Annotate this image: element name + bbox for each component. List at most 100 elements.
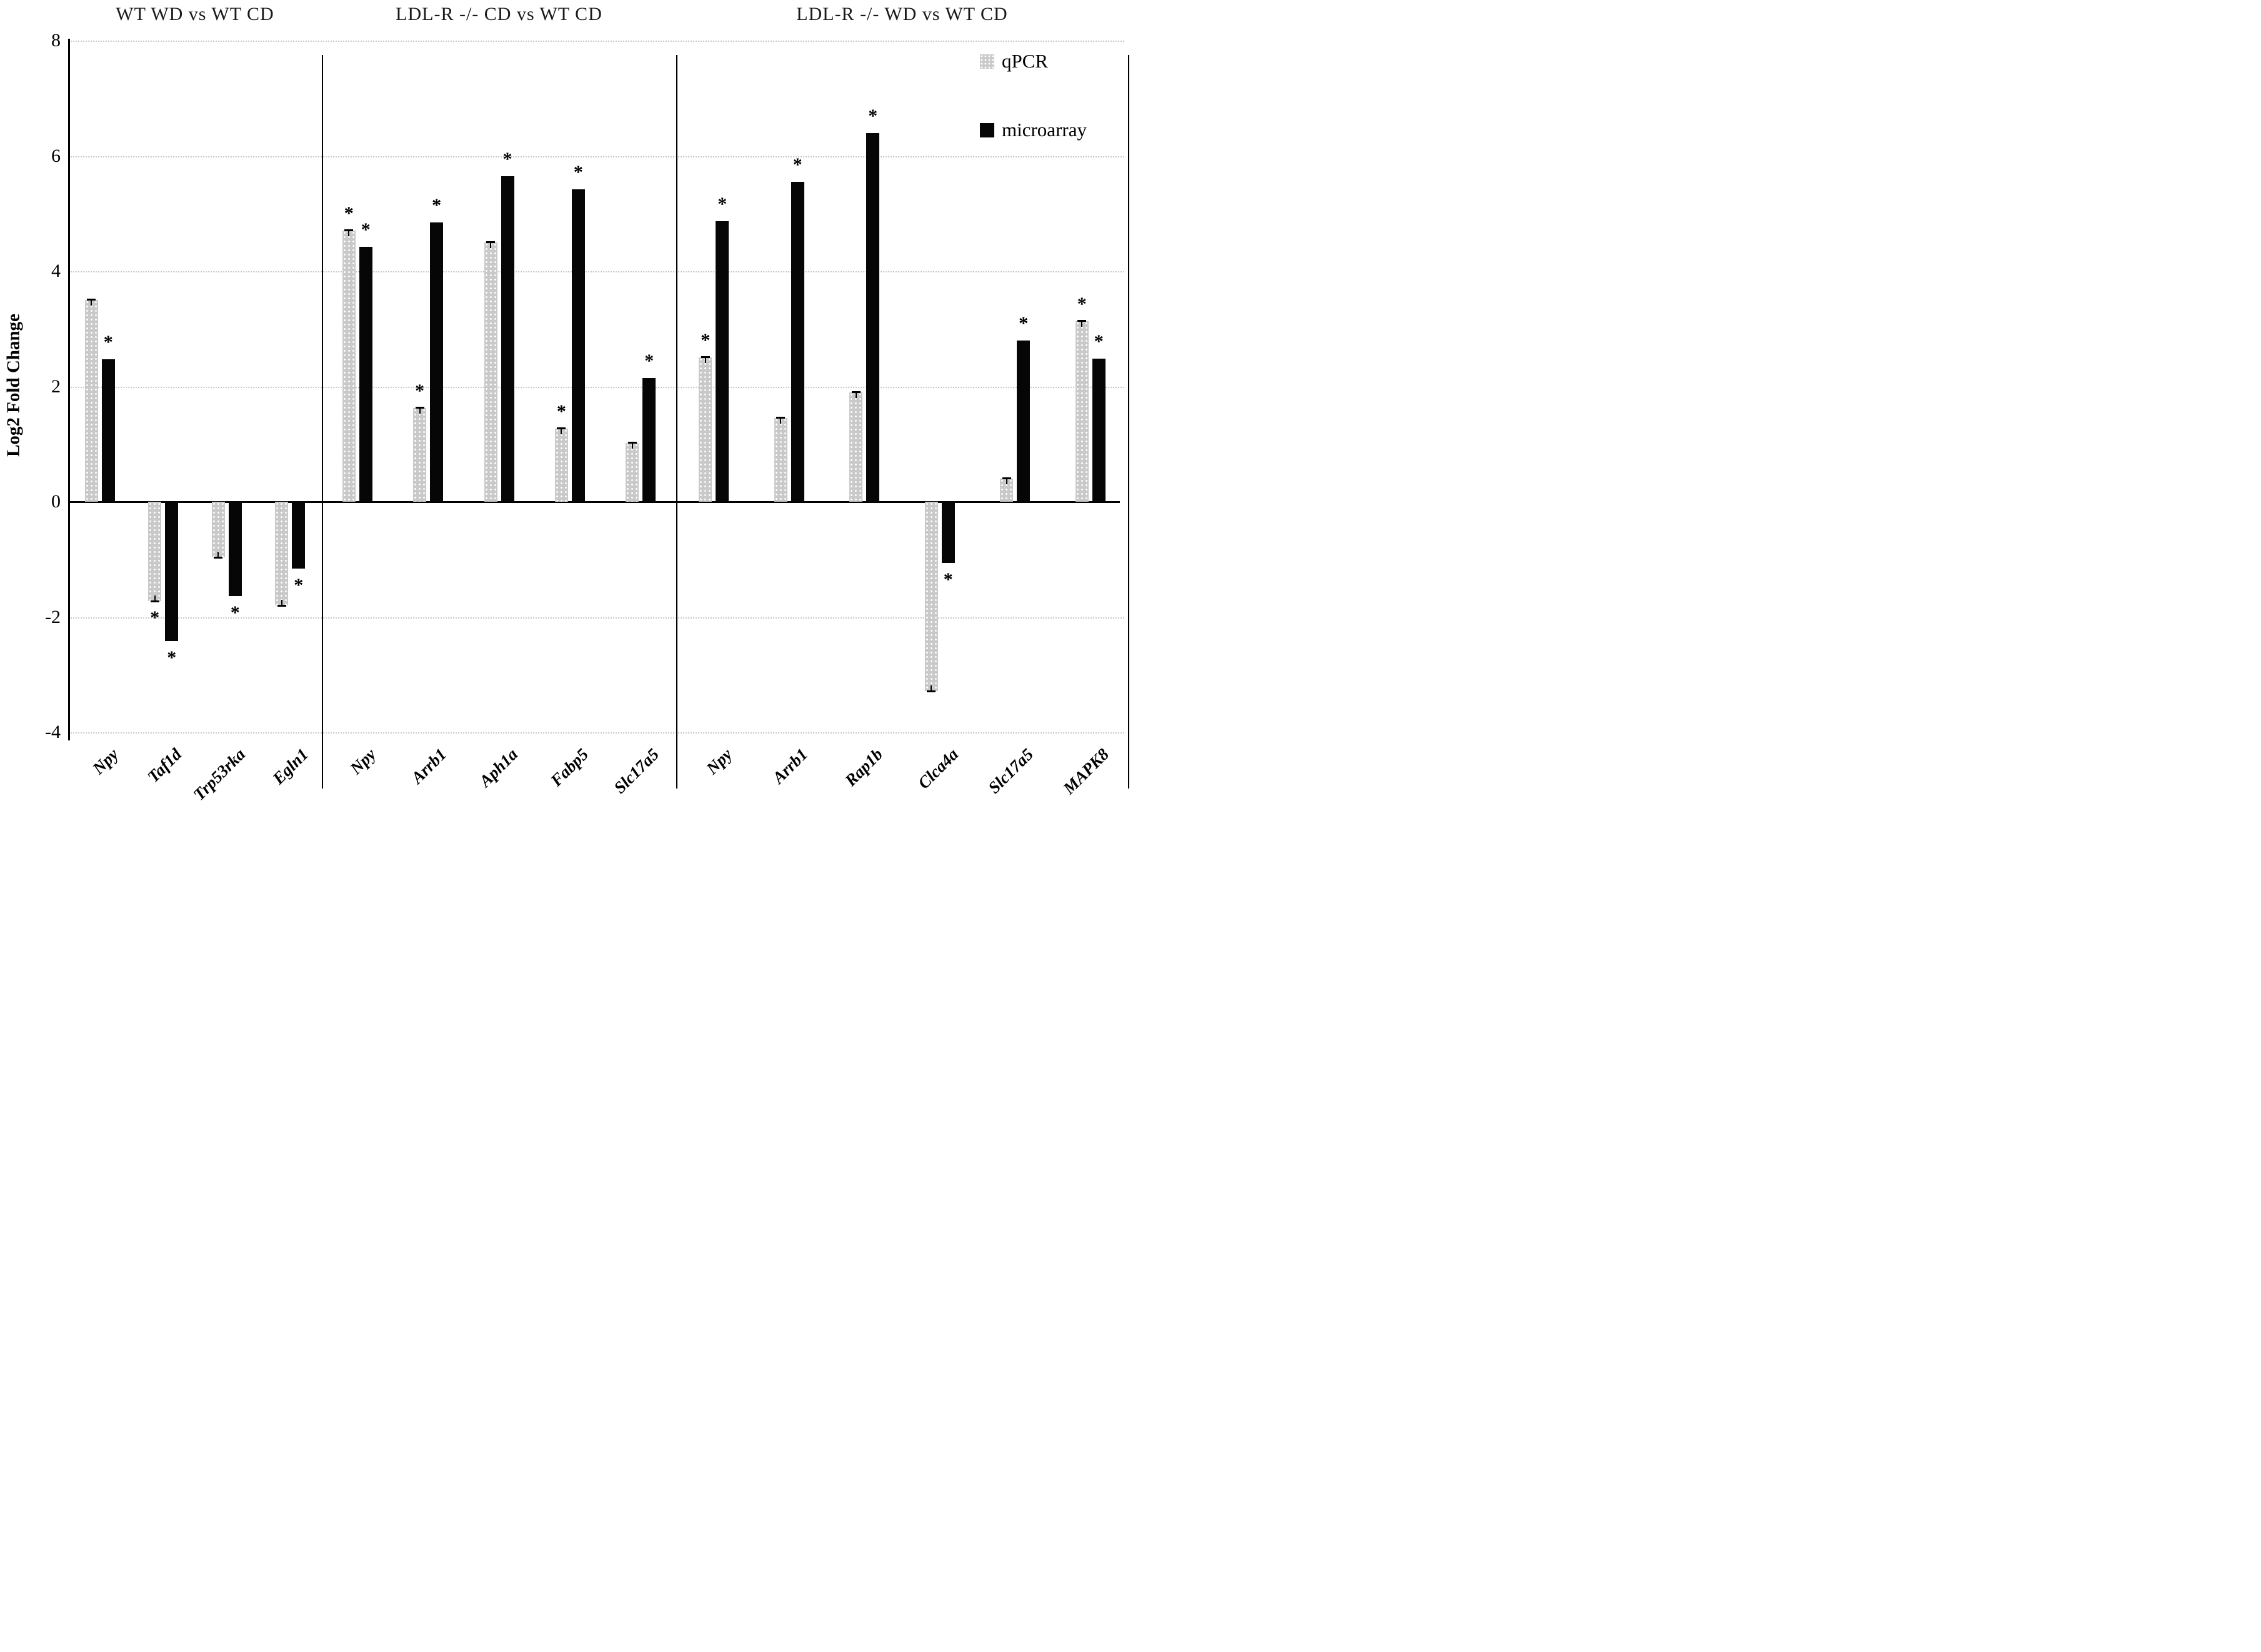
x-category-label-arrb1: Arrb1	[407, 745, 451, 787]
bar-qpcr-npy	[699, 357, 712, 502]
significance-asterisk: *	[701, 330, 711, 351]
error-bar-cap	[214, 557, 223, 559]
legend-item-microarray: microarray	[980, 119, 1087, 141]
error-bar-cap	[486, 241, 495, 243]
error-bar-cap	[776, 417, 786, 419]
bar-qpcr-taf1d	[148, 502, 162, 601]
significance-asterisk: *	[1094, 331, 1104, 352]
bar-microarray-slc17a5	[642, 377, 656, 502]
qpcr-legend-swatch	[980, 54, 994, 69]
bar-qpcr-fabp5	[554, 428, 568, 502]
significance-asterisk: *	[792, 154, 802, 175]
bar-microarray-egln1	[292, 502, 306, 569]
bar-microarray-arrb1	[430, 222, 444, 502]
x-category-label-npy: Npy	[702, 745, 736, 779]
x-category-label-egln1: Egln1	[269, 745, 312, 788]
zero-axis-line	[68, 501, 1120, 503]
error-bar-stem	[780, 419, 782, 424]
significance-asterisk: *	[432, 194, 442, 216]
x-category-label-npy: Npy	[346, 745, 379, 779]
bar-qpcr-aph1a	[484, 242, 497, 502]
error-bar-stem	[217, 552, 219, 557]
bar-qpcr-clca4a	[924, 502, 938, 691]
panel-divider-2	[676, 55, 677, 789]
error-bar-cap	[150, 600, 159, 602]
panel-divider-1	[322, 55, 323, 789]
bar-microarray-npy	[359, 247, 372, 502]
significance-asterisk: *	[1077, 294, 1087, 315]
significance-asterisk: *	[294, 575, 304, 595]
bar-microarray-fabp5	[571, 189, 585, 502]
error-bar-stem	[419, 408, 421, 414]
error-bar-stem	[281, 600, 282, 605]
y-tick-label: -4	[45, 722, 61, 742]
error-bar-stem	[348, 231, 350, 237]
panel-title-3: LDL-R -/- WD vs WT CD	[796, 4, 1008, 24]
error-bar-stem	[631, 443, 633, 449]
gridline-y2	[68, 386, 1124, 388]
qpcr-legend-label: qPCR	[1002, 50, 1049, 72]
bar-qpcr-trp53rka	[211, 502, 225, 558]
gridline-y-4	[68, 732, 1124, 734]
significance-asterisk: *	[361, 219, 371, 241]
error-bar-cap	[277, 605, 286, 607]
bar-microarray-npy	[716, 221, 729, 502]
x-category-label-clca4a: Clca4a	[914, 745, 962, 793]
bar-qpcr-slc17a5	[1000, 479, 1014, 502]
bar-qpcr-npy	[84, 300, 98, 502]
panel-title-1: WT WD vs WT CD	[116, 4, 274, 24]
gridline-y6	[68, 156, 1124, 157]
bar-qpcr-mapk8	[1075, 321, 1089, 502]
significance-asterisk: *	[1019, 312, 1029, 334]
significance-asterisk: *	[344, 203, 354, 224]
error-bar-stem	[704, 358, 706, 364]
error-bar-cap	[1077, 320, 1087, 322]
bar-microarray-clca4a	[941, 502, 955, 563]
error-bar-stem	[561, 429, 562, 434]
bar-microarray-taf1d	[165, 502, 179, 642]
error-bar-cap	[1002, 477, 1011, 480]
bar-qpcr-egln1	[275, 502, 289, 606]
bar-microarray-slc17a5	[1017, 340, 1031, 502]
y-tick-label: 8	[51, 30, 61, 51]
bar-microarray-aph1a	[501, 176, 514, 502]
bar-microarray-rap1b	[866, 132, 880, 502]
panel-title-2: LDL-R -/- CD vs WT CD	[396, 4, 602, 24]
bar-microarray-npy	[101, 359, 115, 502]
significance-asterisk: *	[717, 193, 727, 214]
significance-asterisk: *	[167, 647, 177, 669]
gridline-y4	[68, 271, 1124, 272]
legend-item-qpcr: qPCR	[980, 50, 1048, 72]
y-tick-label: 4	[51, 261, 61, 281]
microarray-legend-swatch	[980, 122, 994, 137]
significance-asterisk: *	[573, 162, 583, 182]
significance-asterisk: *	[868, 105, 878, 126]
bar-qpcr-slc17a5	[626, 442, 639, 502]
bar-microarray-trp53rka	[228, 502, 242, 597]
significance-asterisk: *	[943, 569, 953, 590]
grouped-bar-chart: Log2 Fold Change 8 6 4 2 0 -2 -4 WT WD vs WT CD…	[0, 0, 1130, 826]
bar-qpcr-rap1b	[849, 392, 863, 502]
plot-right-border	[1128, 55, 1129, 789]
significance-asterisk: *	[502, 148, 512, 169]
significance-asterisk: *	[644, 350, 654, 371]
bar-microarray-mapk8	[1092, 359, 1106, 502]
x-category-label-slc17a5: Slc17a5	[984, 745, 1037, 797]
x-category-label-rap1b: Rap1b	[841, 745, 887, 790]
x-category-label-taf1d: Taf1d	[144, 745, 186, 787]
plot-area: 8 6 4 2 0 -2 -4 WT WD vs WT CD * Npy * * Taf1d * Trp53…	[0, 0, 1130, 826]
x-category-label-aph1a: Aph1a	[475, 745, 521, 791]
y-tick-label: 0	[51, 491, 61, 512]
y-axis-line	[68, 39, 70, 740]
x-category-label-mapk8: MAPK8	[1059, 745, 1112, 798]
significance-asterisk: *	[230, 602, 240, 624]
y-tick-label: 2	[51, 376, 61, 397]
significance-asterisk: *	[556, 401, 566, 422]
error-bar-cap	[851, 391, 861, 393]
error-bar-stem	[91, 301, 92, 306]
error-bar-cap	[627, 441, 637, 444]
significance-asterisk: *	[103, 332, 113, 353]
x-category-label-arrb1: Arrb1	[769, 745, 811, 787]
bar-qpcr-arrb1	[774, 418, 787, 502]
bar-qpcr-arrb1	[413, 407, 427, 502]
